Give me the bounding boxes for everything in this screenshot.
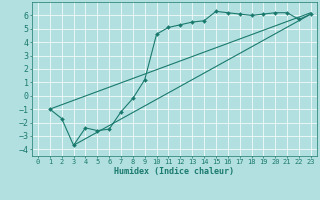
X-axis label: Humidex (Indice chaleur): Humidex (Indice chaleur)	[115, 167, 234, 176]
